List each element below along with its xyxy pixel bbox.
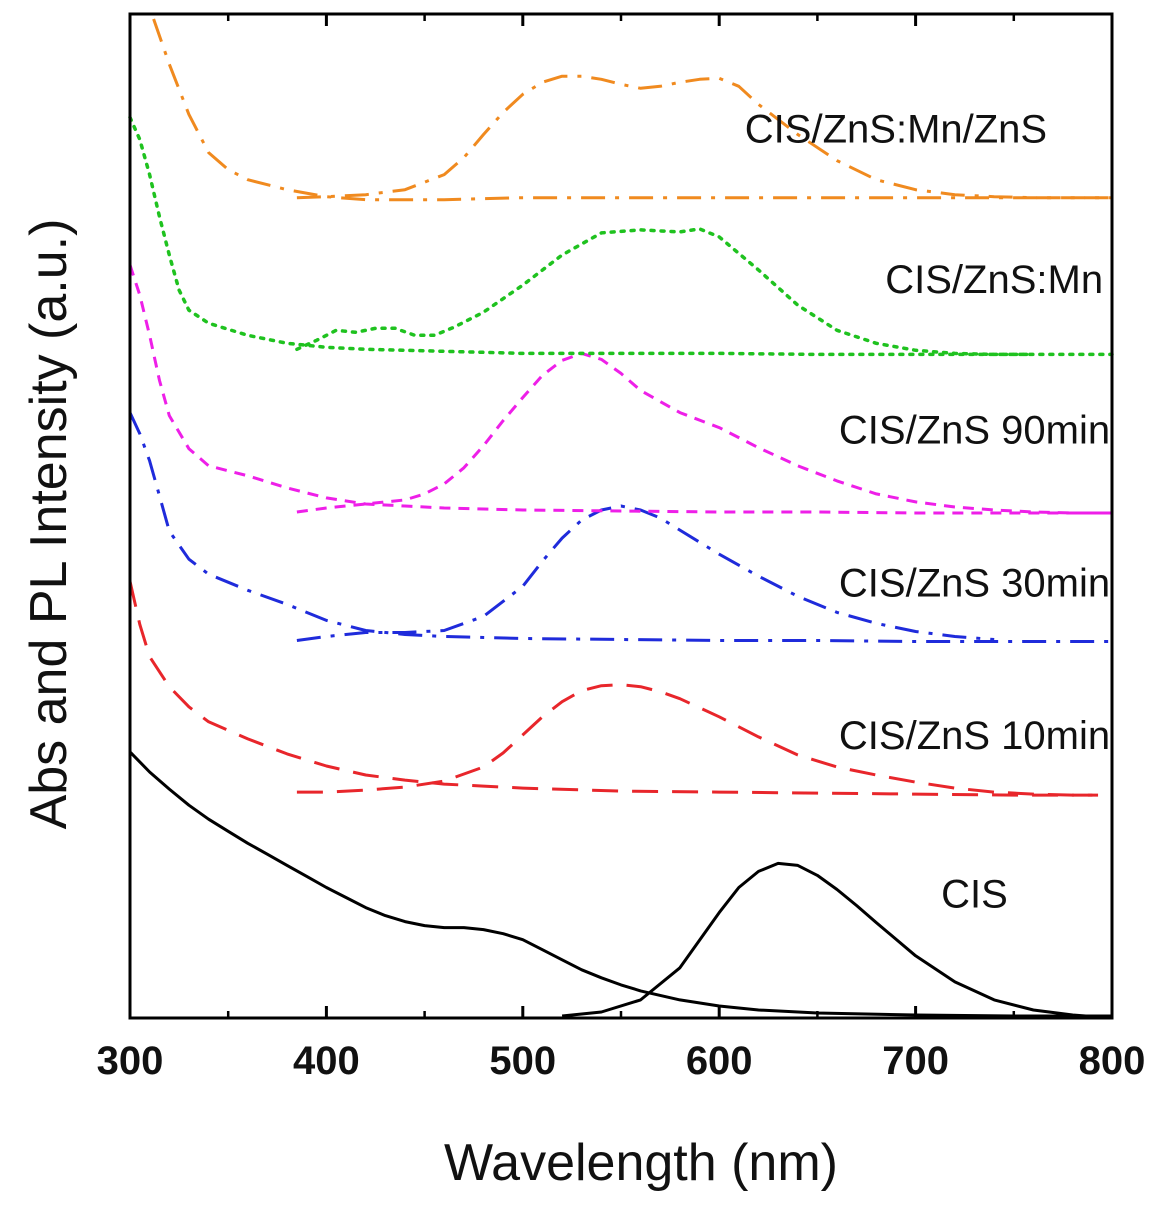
line-cis-zns-mn-zns-absorption: [152, 18, 1112, 202]
x-tick-label: 300: [97, 1039, 164, 1083]
series-label-cis: CIS: [941, 873, 1008, 917]
line-cis-zns-30min-pl: [296, 504, 995, 642]
y-axis-title: Abs and PL Intensity (a.u.): [20, 219, 78, 830]
line-cis-zns-10min-pl: [296, 683, 1093, 797]
series-label-cis-zns-10min: CIS/ZnS 10min: [839, 714, 1110, 758]
x-axis-title: Wavelength (nm): [444, 1134, 838, 1192]
line-cis-zns-30min-absorption: [128, 411, 1112, 643]
series-cis-zns-mn-zns: [152, 18, 1112, 202]
line-cis-zns-mn-pl: [295, 227, 1036, 357]
line-cis-absorption: [128, 750, 1112, 1018]
series-label-cis-zns-mn-zns: CIS/ZnS:Mn/ZnS: [745, 108, 1047, 152]
line-cis-zns-90min-absorption: [128, 264, 1112, 515]
series-label-cis-zns-30min: CIS/ZnS 30min: [839, 561, 1110, 605]
series-cis-zns-10min: [128, 580, 1112, 797]
series-cis-zns-30min: [128, 411, 1112, 643]
series-cis-zns-mn: [128, 115, 1114, 357]
line-cis-zns-10min-absorption: [128, 580, 1112, 797]
line-cis-zns-90min-pl: [296, 351, 1112, 515]
x-tick-label: 800: [1079, 1039, 1146, 1083]
x-tick-label: 400: [293, 1039, 360, 1083]
series-label-cis-zns-mn: CIS/ZnS:Mn: [885, 258, 1103, 302]
line-cis-zns-mn-zns-pl: [296, 74, 1112, 200]
series-labels: CIS CIS/ZnS 10min CIS/ZnS 30min CIS/ZnS 90m…: [745, 108, 1110, 917]
x-axis-ticks: 300 400 500 600 700 800: [97, 14, 1146, 1083]
x-tick-label: 500: [489, 1039, 556, 1083]
x-tick-label: 600: [686, 1039, 753, 1083]
line-cis-zns-mn-absorption: [128, 115, 1114, 357]
series-layer: [128, 18, 1114, 1020]
line-cis-pl: [561, 861, 1113, 1020]
series-label-cis-zns-90min: CIS/ZnS 90min: [839, 409, 1110, 453]
series-cis-zns-90min: [128, 264, 1112, 515]
series-cis: [128, 750, 1113, 1020]
x-tick-label: 700: [882, 1039, 949, 1083]
